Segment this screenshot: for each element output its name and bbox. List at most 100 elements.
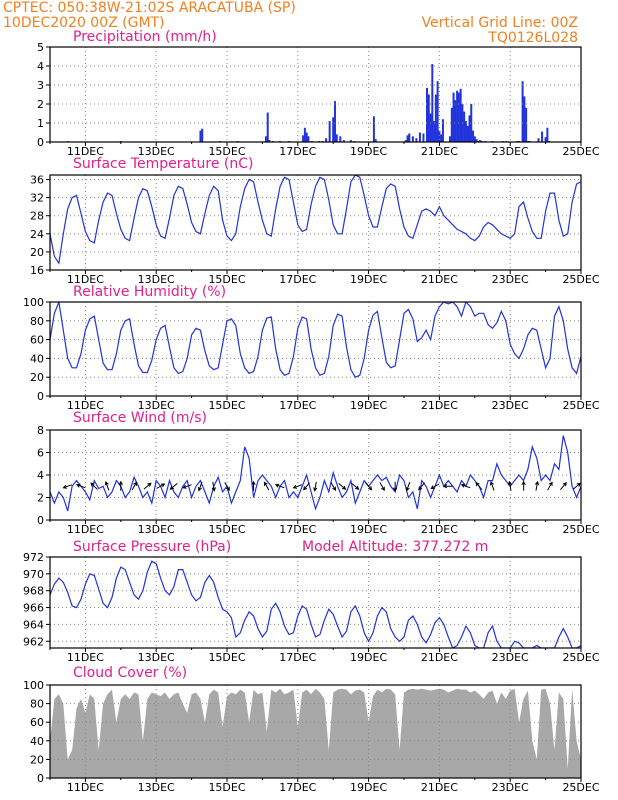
vertical-grid-info: Vertical Grid Line: 00Z — [421, 15, 578, 31]
cloud-ytick-label: 20 — [30, 753, 44, 766]
wind-vector — [143, 482, 152, 490]
temperature-ytick-label: 28 — [30, 210, 44, 223]
wind-ytick-label: 0 — [37, 514, 44, 527]
pressure-ytick-label: 970 — [23, 568, 44, 581]
temperature-xtick-label: 11DEC — [67, 273, 104, 286]
cloud-xtick-label: 15DEC — [208, 781, 245, 794]
wind-vector-arrowhead — [576, 482, 581, 487]
wind-vector-arrowhead — [292, 484, 298, 489]
precip-bar — [434, 94, 437, 142]
humidity-xtick-label: 21DEC — [421, 399, 458, 412]
wind-vector-arrowhead — [197, 486, 202, 492]
precip-ytick-label: 4 — [37, 60, 44, 73]
humidity-ytick-label: 20 — [30, 371, 44, 384]
wind-vector — [418, 482, 425, 491]
humidity-xtick-label: 17DEC — [279, 399, 316, 412]
wind-vector — [560, 482, 567, 491]
wind-vector — [76, 484, 86, 489]
precip-bar — [333, 101, 336, 142]
model-resolution-label: TQ0126L028 — [488, 30, 578, 46]
cloud-ytick-label: 80 — [30, 698, 44, 711]
wind-vector-arrowhead — [182, 484, 187, 489]
precip-xtick-label: 15DEC — [208, 145, 245, 158]
wind-vector — [293, 484, 303, 489]
precip-bar — [463, 111, 466, 142]
precip-bar — [436, 81, 439, 142]
precip-bar — [372, 116, 375, 142]
wind-vector-arrowhead — [160, 483, 166, 488]
wind-vector-arrowhead — [393, 487, 398, 492]
precip-bar — [441, 119, 444, 142]
wind-xtick-label: 23DEC — [492, 523, 529, 536]
wind-vector-arrowhead — [133, 481, 138, 486]
wind-ytick-label: 8 — [37, 424, 44, 437]
precip-bar — [302, 135, 305, 142]
wind-vector-arrowhead — [313, 487, 318, 492]
precip-bar — [264, 136, 267, 142]
temperature-line — [50, 175, 581, 265]
wind-ytick-label: 6 — [37, 447, 44, 460]
temperature-xtick-label: 21DEC — [421, 273, 458, 286]
wind-vector-arrowhead — [332, 486, 336, 492]
precip-bar — [466, 125, 469, 142]
wind-vector-arrowhead — [562, 482, 567, 487]
precip-bar — [426, 87, 429, 142]
temperature-frame — [49, 174, 582, 271]
wind-xtick-label: 15DEC — [208, 523, 245, 536]
wind-vector-arrowhead — [251, 480, 256, 486]
precip-bar — [438, 130, 441, 142]
wind-vector — [379, 482, 385, 491]
precip-bar — [408, 133, 411, 142]
cloud-ytick-label: 60 — [30, 716, 44, 729]
cloud-xtick-label: 19DEC — [350, 781, 387, 794]
cloud-xtick-label: 25DEC — [562, 781, 599, 794]
pressure-xtick-label: 15DEC — [208, 651, 245, 664]
pressure-frame — [49, 556, 582, 649]
temperature-xtick-label: 13DEC — [138, 273, 175, 286]
wind-vector-arrowhead — [118, 480, 123, 486]
precip-xtick-label: 19DEC — [350, 145, 387, 158]
wind-ytick-label: 2 — [37, 492, 44, 505]
precip-bar — [332, 117, 335, 142]
pressure-xtick-label: 11DEC — [67, 651, 104, 664]
pressure-xtick-label: 19DEC — [350, 651, 387, 664]
humidity-xtick-label: 19DEC — [350, 399, 387, 412]
wind-vector-arrowhead — [303, 486, 308, 491]
wind-vector-arrowhead — [534, 480, 540, 486]
wind-vector — [105, 481, 110, 491]
precip-bar — [411, 136, 414, 142]
precip-bar — [305, 132, 308, 142]
humidity-xtick-label: 11DEC — [67, 399, 104, 412]
wind-vector-arrowhead — [341, 485, 347, 490]
precip-bar — [374, 139, 377, 142]
wind-vector-arrowhead — [104, 481, 109, 486]
wind-vector-arrowhead — [430, 485, 435, 490]
precip-bar — [457, 92, 460, 142]
precip-bar — [544, 137, 547, 142]
precip-bar — [422, 133, 425, 142]
humidity-line — [50, 302, 581, 378]
cloud-ytick-label: 100 — [23, 679, 44, 692]
wind-vector — [156, 483, 165, 489]
pressure-title: Surface Pressure (hPa) — [73, 539, 232, 555]
temperature-title: Surface Temperature (nC) — [73, 156, 254, 172]
humidity-xtick-label: 13DEC — [138, 399, 175, 412]
precip-bar — [328, 121, 331, 142]
wind-vector — [475, 482, 483, 491]
precip-bar — [431, 64, 434, 142]
pressure-xtick-label: 23DEC — [492, 651, 529, 664]
wind-vector-arrowhead — [418, 486, 423, 491]
wind-xtick-label: 13DEC — [138, 523, 175, 536]
humidity-ytick-label: 0 — [37, 390, 44, 403]
precip-bar — [429, 113, 432, 142]
wind-vector-arrowhead — [442, 484, 448, 489]
wind-vector — [303, 482, 310, 491]
pressure-xtick-label: 25DEC — [562, 651, 599, 664]
wind-vector — [198, 481, 203, 491]
temperature-ytick-label: 32 — [30, 192, 44, 205]
cloud-xtick-label: 21DEC — [421, 781, 458, 794]
precip-bar — [454, 100, 457, 142]
wind-vector-arrowhead — [263, 481, 268, 486]
wind-vector — [275, 484, 285, 489]
wind-vector — [170, 482, 178, 490]
